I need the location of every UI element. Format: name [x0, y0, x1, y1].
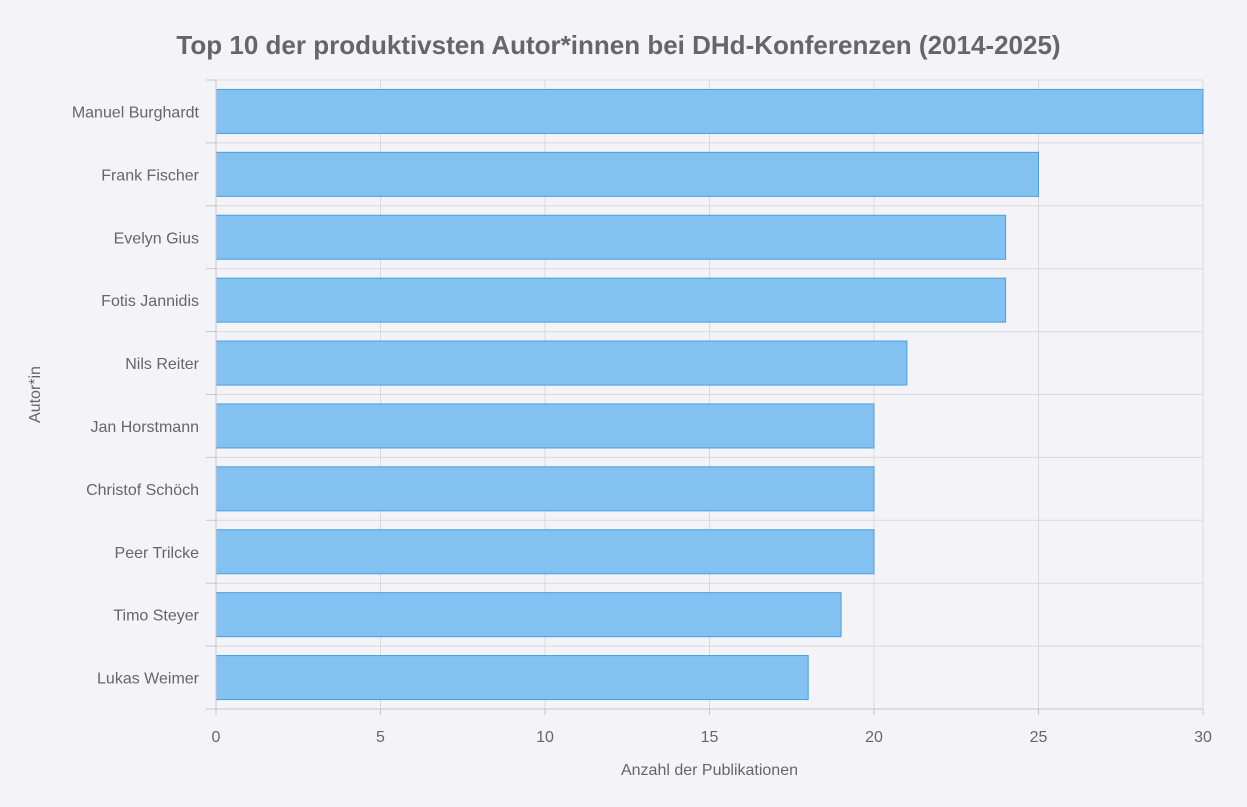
x-tick-label: 20	[865, 729, 883, 746]
y-category-label: Lukas Weimer	[97, 671, 200, 688]
y-category-label: Fotis Jannidis	[101, 293, 199, 310]
y-category-label: Christof Schöch	[86, 482, 199, 499]
bar	[215, 592, 842, 638]
bar	[215, 214, 1007, 260]
axes: 0 5 10 15 20 25 30 Manuel Burghardt Frank Fische…	[72, 79, 1212, 746]
bar	[215, 655, 809, 701]
y-category-label: Jan Horstmann	[91, 419, 200, 436]
bar	[215, 529, 875, 575]
bar	[215, 340, 908, 386]
x-tick-label: 15	[701, 729, 719, 746]
bar	[215, 277, 1007, 323]
x-tick-label: 25	[1030, 729, 1048, 746]
y-category-label: Frank Fischer	[101, 167, 199, 184]
y-axis-title: Autor*in	[27, 366, 44, 423]
bar	[215, 151, 1039, 197]
y-category-label: Peer Trilcke	[115, 545, 200, 562]
y-category-label: Evelyn Gius	[114, 230, 199, 247]
x-tick-label: 10	[536, 729, 554, 746]
bars	[215, 88, 1204, 701]
x-tick-label: 30	[1194, 729, 1212, 746]
x-tick-label: 0	[212, 729, 221, 746]
chart-title: Top 10 der produktivsten Autor*innen bei…	[176, 30, 1061, 60]
bar	[215, 466, 875, 512]
y-category-label: Manuel Burghardt	[72, 104, 200, 121]
x-tick-label: 5	[376, 729, 385, 746]
x-axis-title: Anzahl der Publikationen	[621, 762, 798, 779]
y-category-label: Nils Reiter	[125, 356, 199, 373]
bar	[215, 88, 1204, 134]
bar	[215, 403, 875, 449]
y-category-label: Timo Steyer	[113, 608, 199, 625]
